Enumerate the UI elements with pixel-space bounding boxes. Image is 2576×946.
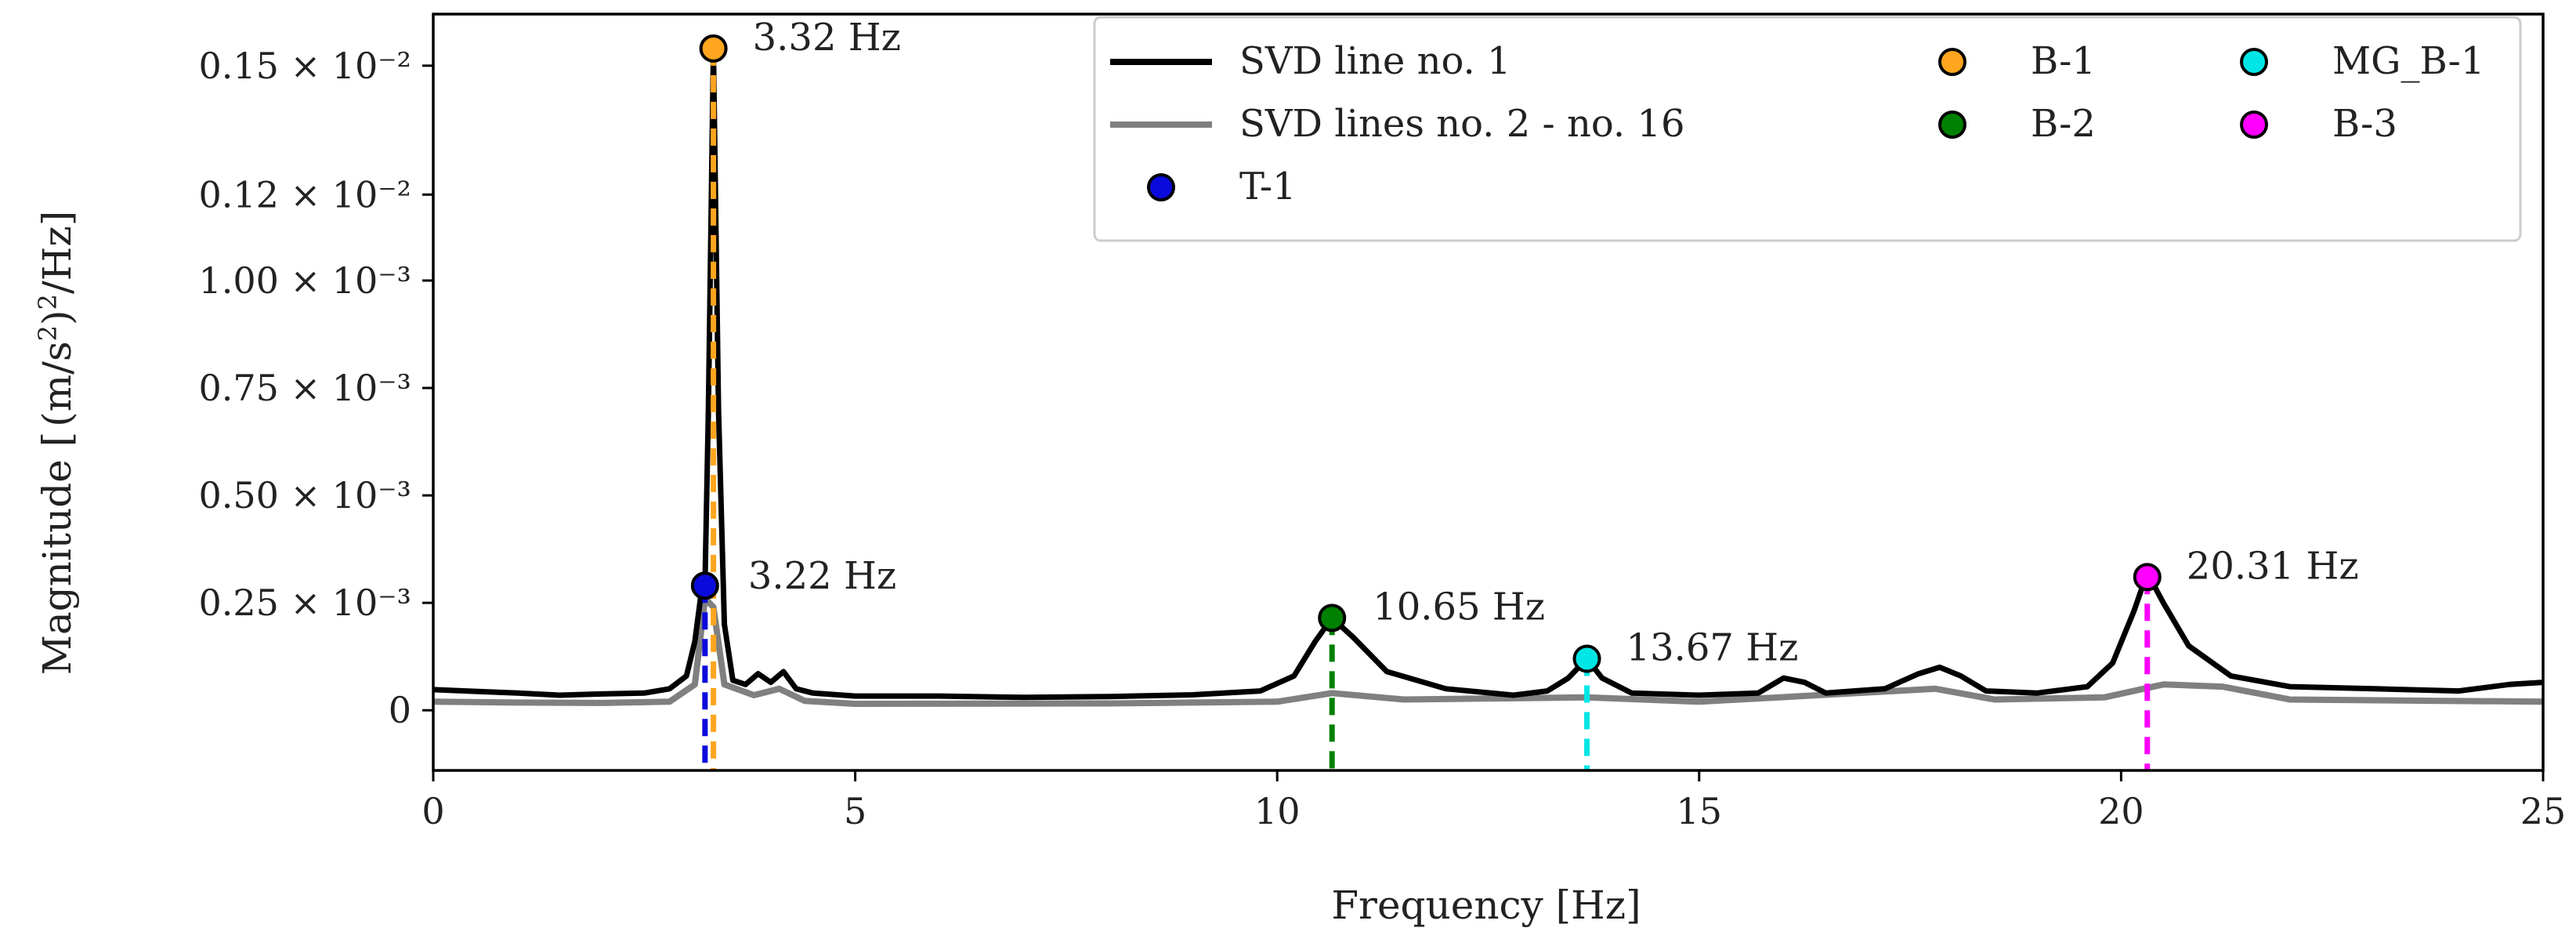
x-tick-label: 25 (2520, 790, 2567, 832)
y-tick-label: 0 (389, 689, 411, 731)
legend-box (1093, 16, 2522, 242)
legend-label-b-1: B-1 (2031, 39, 2096, 83)
svd-line-1 (433, 45, 2543, 701)
annotation-b-2: 10.65 Hz (1373, 585, 1545, 629)
marker-mg-b-1 (1572, 644, 1601, 673)
marker-b-2 (1318, 603, 1347, 632)
annotation-t-1: 3.22 Hz (748, 554, 896, 598)
marker-b-1 (699, 34, 728, 63)
legend-label-mg-b-1: MG_B-1 (2332, 39, 2484, 83)
legend-label-svd-line-no-1: SVD line no. 1 (1239, 39, 1511, 83)
legend-swatch-b-1 (1938, 48, 1966, 76)
x-tick-label: 15 (1677, 790, 1723, 832)
x-axis-label: Frequency [Hz] (1331, 883, 1641, 928)
legend-swatch-b-3 (2240, 111, 2268, 139)
x-tick-label: 10 (1254, 790, 1301, 832)
legend-label-b-3: B-3 (2332, 102, 2397, 146)
y-tick-label: 0.12 × 10⁻² (199, 173, 411, 216)
annotation-mg-b-1: 13.67 Hz (1626, 625, 1799, 669)
x-tick-label: 0 (421, 790, 444, 832)
plot-layer: 3.22 Hz 3.32 Hz 10.65 Hz 13.67 Hz 20.31 Hz 0 5… (199, 13, 2567, 832)
y-tick-label: 0.25 × 10⁻³ (199, 582, 411, 624)
legend-swatch-mg-b-1 (2240, 48, 2268, 76)
annotation-b-1: 3.32 Hz (753, 16, 901, 60)
legend-swatch-t-1 (1147, 173, 1175, 201)
y-tick-label: 1.00 × 10⁻³ (199, 259, 411, 302)
y-tick-label: 0.75 × 10⁻³ (199, 367, 411, 409)
y-tick-label: 0.50 × 10⁻³ (199, 474, 411, 516)
annotation-b-3: 20.31 Hz (2187, 544, 2359, 588)
y-axis-label-text: Magnitude [(m/s2)2/Hz] (33, 211, 80, 675)
x-tick-label: 5 (844, 790, 867, 832)
legend-label-b-2: B-2 (2031, 102, 2096, 146)
legend-swatch-b-2 (1938, 111, 1966, 139)
legend-label-t-1: T-1 (1239, 165, 1297, 208)
svd-lines-2-16 (433, 595, 2543, 707)
marker-t-1 (690, 571, 719, 600)
axes-frame (432, 13, 2545, 772)
x-tick-label: 20 (2098, 790, 2144, 832)
legend-label-svd-lines-no-2-no-16: SVD lines no. 2 - no. 16 (1239, 102, 1685, 146)
marker-b-3 (2133, 563, 2162, 592)
y-axis-label: Magnitude [(m/s2)2/Hz] (33, 211, 80, 675)
y-tick-label: 0.15 × 10⁻² (199, 45, 411, 87)
legend: SVD line no. 1 SVD lines no. 2 - no. 16 T-… (1093, 16, 2522, 242)
